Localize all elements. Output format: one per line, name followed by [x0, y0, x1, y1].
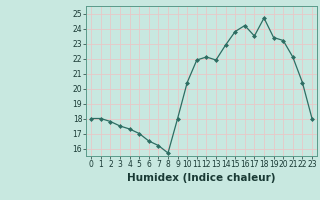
X-axis label: Humidex (Indice chaleur): Humidex (Indice chaleur) [127, 173, 276, 183]
